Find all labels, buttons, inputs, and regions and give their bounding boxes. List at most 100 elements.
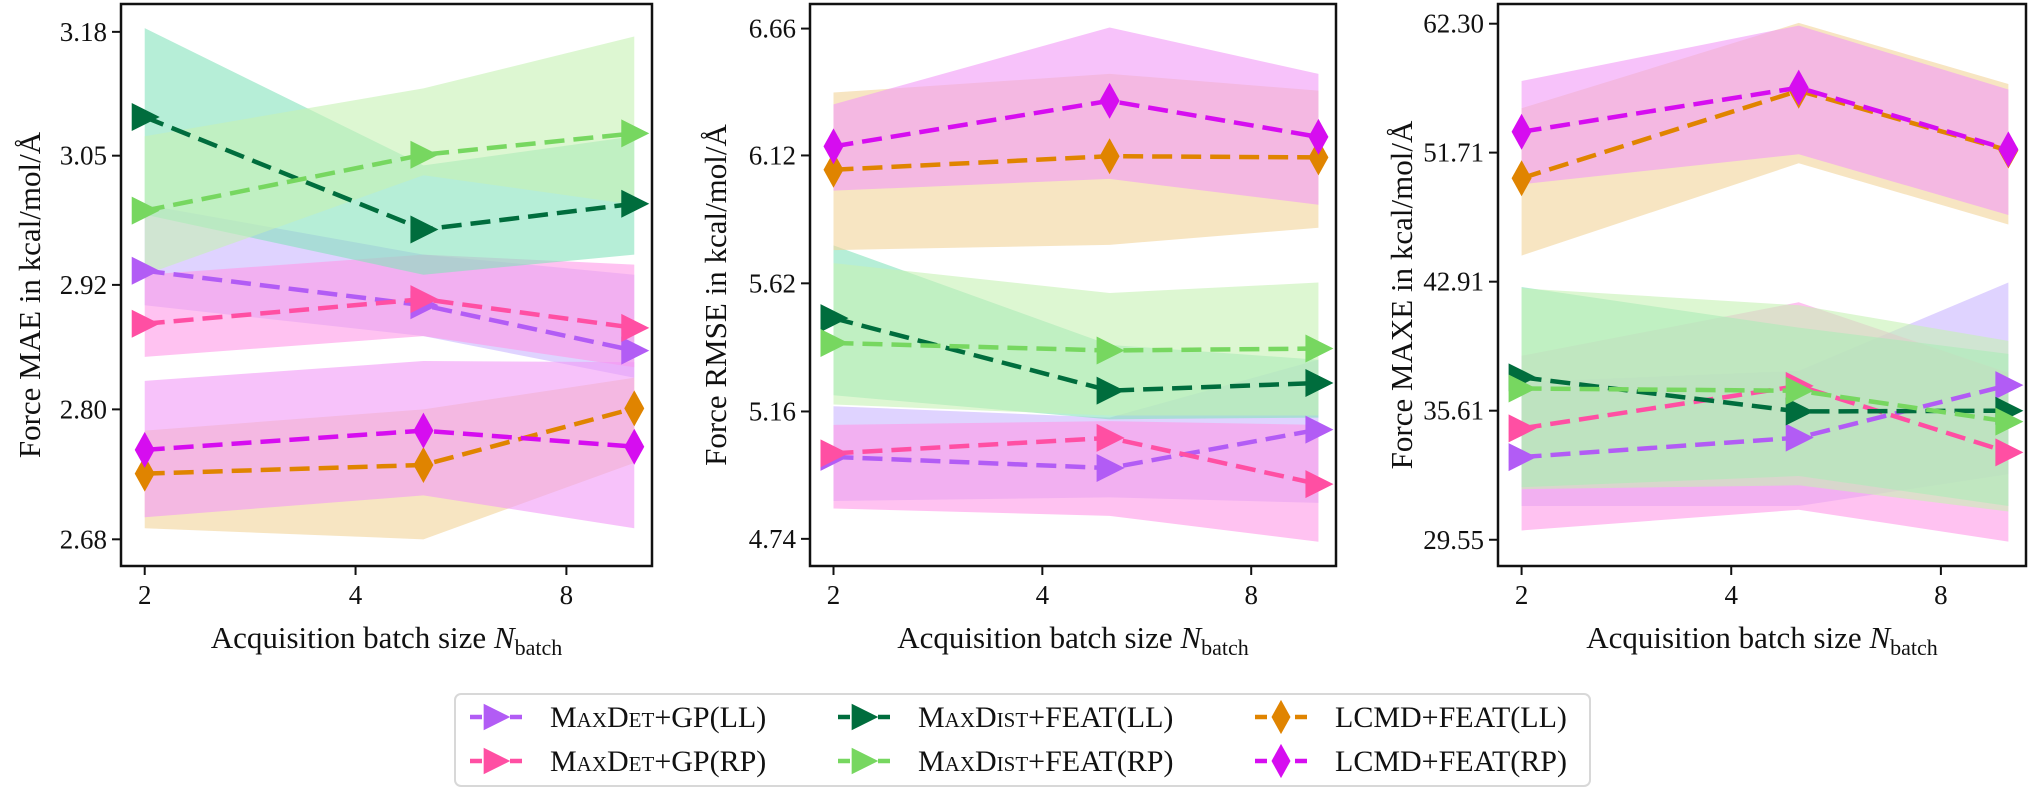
x-axis-label: Acquisition batch size Nbatch — [897, 620, 1249, 660]
data-point — [1308, 118, 1329, 155]
subplot-2: 6.66 6.12 5.62 5.16 4.74 2 4 8 Acquisition batch… — [698, 2, 1338, 660]
x-axis-label-var: N — [493, 620, 517, 655]
data-point — [1785, 423, 1814, 452]
series-2 — [131, 103, 650, 244]
y-tick-label: 3.05 — [60, 141, 107, 171]
legend-label: LCMD+FEAT(LL) — [1335, 701, 1567, 734]
data-point — [410, 215, 439, 244]
y-tick-label: 35.61 — [1423, 396, 1484, 426]
x-tick-label: 2 — [138, 580, 152, 610]
x-tick-label: 2 — [827, 580, 841, 610]
series-0 — [1508, 371, 2024, 472]
data-point — [131, 103, 160, 132]
x-tick-label: 4 — [349, 580, 363, 610]
x-tick-label: 4 — [1724, 580, 1738, 610]
data-point — [1511, 113, 1532, 150]
data-point — [1995, 407, 2024, 436]
series-5 — [823, 82, 1329, 165]
y-tick-label: 6.12 — [749, 140, 796, 170]
data-point — [1508, 414, 1537, 443]
data-point — [1305, 368, 1334, 397]
legend: MaxDet+GP(LL) MaxDist+FEAT(LL) LCMD+FEAT(L… — [454, 693, 1591, 787]
x-tick-label: 8 — [560, 580, 574, 610]
band-3 — [144, 36, 635, 275]
data-point — [820, 439, 849, 468]
data-point — [1305, 334, 1334, 363]
y-tick-label: 2.92 — [60, 270, 107, 300]
series-3 — [1508, 374, 2024, 436]
series-5 — [134, 412, 645, 468]
y-tick-label: 42.91 — [1423, 267, 1484, 297]
data-point — [1305, 415, 1334, 444]
series-5 — [1511, 69, 2019, 168]
data-point — [820, 304, 849, 333]
x-axis-label-text: Acquisition batch size — [897, 620, 1180, 655]
legend-entry: MaxDet+GP(LL) — [470, 701, 766, 734]
data-point — [1096, 454, 1125, 483]
x-tick-label: 2 — [1515, 580, 1529, 610]
data-point — [1511, 160, 1532, 197]
data-point — [1995, 371, 2024, 400]
y-axis-label: Force RMSE in kcal/mol/Å — [698, 123, 733, 465]
x-tick-label: 8 — [1934, 580, 1948, 610]
confidence-bands — [1521, 22, 2009, 542]
band-3 — [1521, 288, 2009, 512]
triangle-marker-icon — [483, 703, 511, 731]
data-point — [1508, 374, 1537, 403]
legend-entry: MaxDet+GP(RP) — [470, 745, 766, 778]
data-point — [1998, 131, 2019, 168]
x-tick-label: 8 — [1244, 580, 1258, 610]
x-axis-label-text: Acquisition batch size — [1586, 620, 1869, 655]
data-point — [131, 309, 160, 338]
legend-label: LCMD+FEAT(RP) — [1335, 745, 1567, 778]
x-axis-label-var: N — [1868, 620, 1892, 655]
y-tick-label: 5.62 — [749, 268, 796, 298]
x-axis-label-sub: batch — [1890, 635, 1938, 660]
band-3 — [833, 263, 1319, 416]
data-point — [624, 390, 645, 427]
y-axis-label: Force MAE in kcal/mol/Å — [12, 131, 47, 458]
series-line — [144, 131, 635, 213]
data-point — [823, 128, 844, 165]
data-point — [820, 328, 849, 357]
axes-frame — [808, 2, 1338, 568]
triangle-marker-icon — [851, 747, 879, 775]
data-point — [624, 428, 645, 465]
y-tick-label: 4.74 — [749, 524, 797, 554]
legend-entry: MaxDist+FEAT(RP) — [838, 745, 1173, 778]
diamond-marker-icon — [1271, 699, 1291, 735]
data-point — [1785, 397, 1814, 426]
data-point — [1099, 138, 1120, 175]
band-5 — [144, 361, 635, 529]
legend-entry: LCMD+FEAT(LL) — [1255, 699, 1567, 735]
y-tick-label: 6.66 — [749, 14, 796, 44]
y-tick-label: 2.80 — [60, 394, 107, 424]
triangle-marker-icon — [851, 703, 879, 731]
y-tick-label: 2.68 — [60, 524, 107, 554]
data-point — [621, 313, 650, 342]
y-axis-label: Force MAXE in kcal/mol/Å — [1384, 120, 1419, 469]
data-point — [1508, 443, 1537, 472]
data-point — [1995, 438, 2024, 467]
band-5 — [1521, 25, 2009, 216]
y-tick-label: 29.55 — [1423, 525, 1484, 555]
triangle-marker-icon — [483, 747, 511, 775]
data-point — [1096, 336, 1125, 365]
data-point — [1785, 376, 1814, 405]
x-axis-label-sub: batch — [1201, 635, 1249, 660]
data-point — [1099, 82, 1120, 119]
data-point — [1788, 69, 1809, 106]
data-point — [134, 431, 155, 468]
data-point — [131, 196, 160, 225]
legend-entry: MaxDist+FEAT(LL) — [838, 701, 1173, 734]
data-point — [823, 151, 844, 188]
data-point — [621, 189, 650, 218]
y-tick-label: 51.71 — [1423, 138, 1484, 168]
data-point — [410, 140, 439, 169]
band-5 — [833, 27, 1319, 205]
y-tick-label: 3.18 — [60, 17, 107, 47]
x-axis-label: Acquisition batch size Nbatch — [1586, 620, 1938, 660]
data-point — [621, 119, 650, 148]
data-point — [1308, 139, 1329, 176]
